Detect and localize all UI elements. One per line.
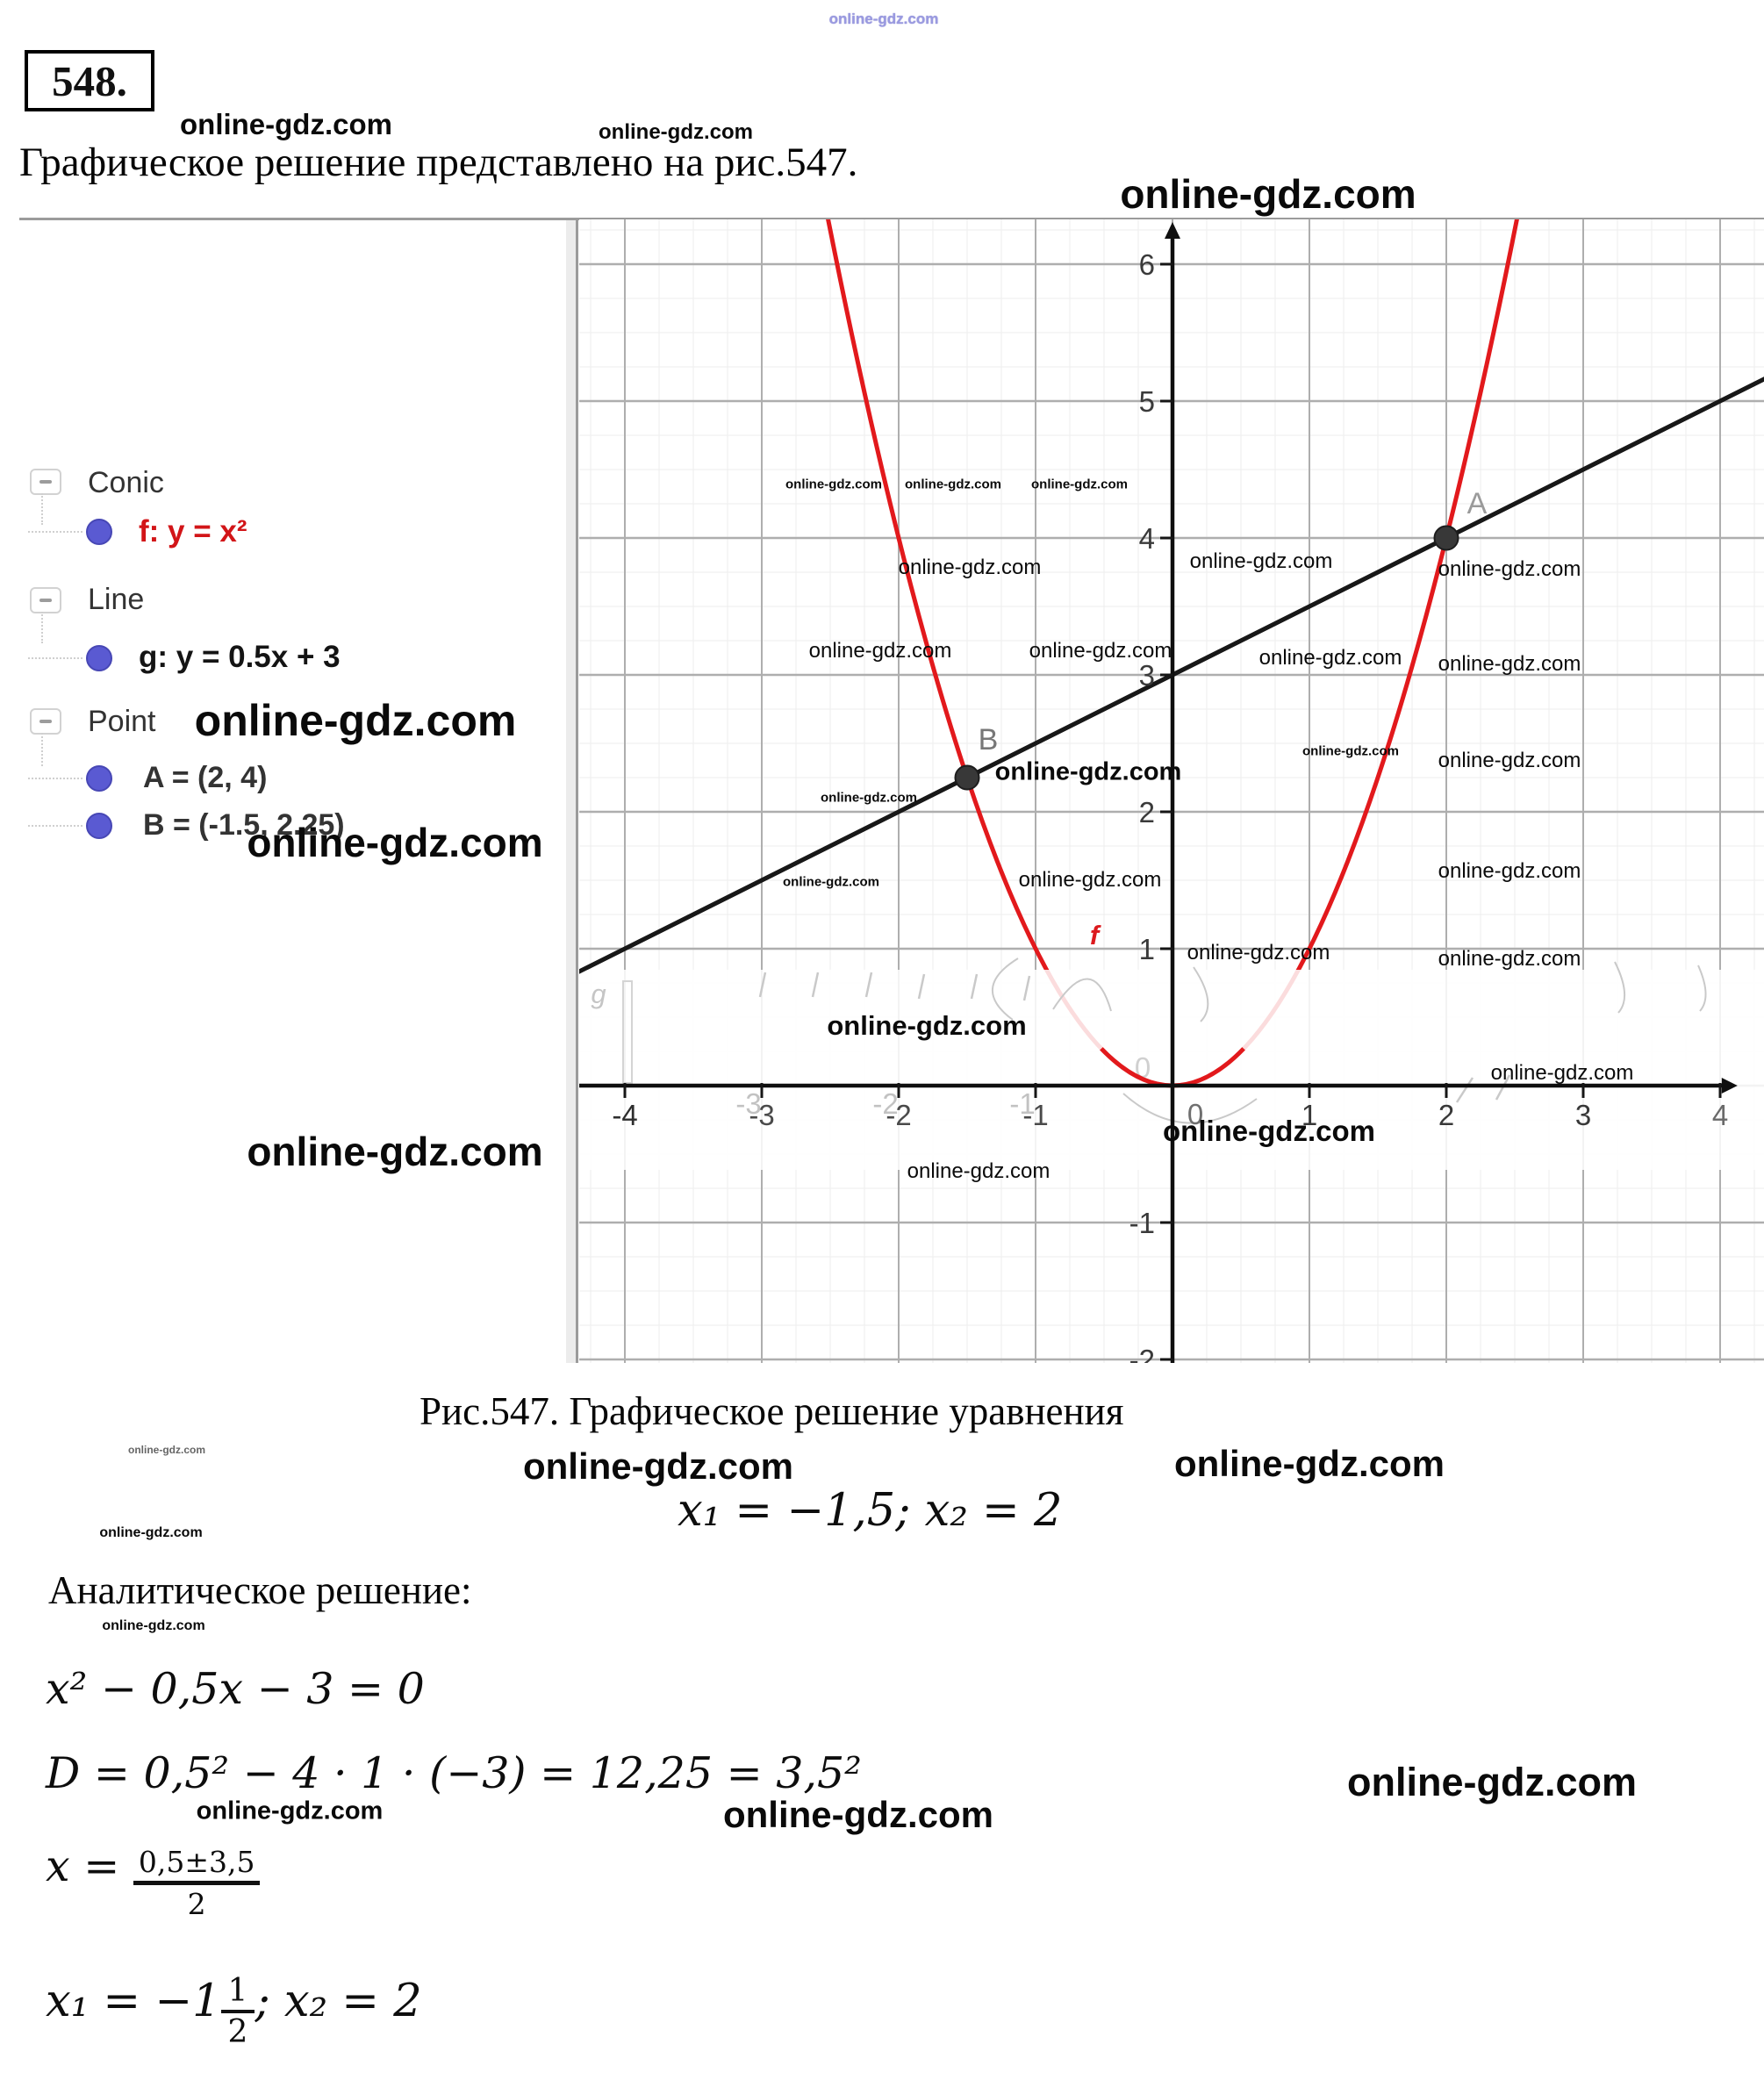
collapse-button-point[interactable] (30, 708, 61, 735)
window-top-border (19, 218, 1764, 220)
watermark: online-gdz.com (599, 120, 753, 144)
watermark: online-gdz.com (194, 696, 517, 745)
watermark: online-gdz.com (99, 1525, 203, 1540)
analytic-title: Аналитическое решение: (48, 1568, 472, 1612)
section-label-line: Line (88, 583, 145, 616)
svg-text:1: 1 (1139, 933, 1155, 965)
watermark: online-gdz.com (523, 1445, 793, 1487)
algebra-item-f[interactable]: f: y = x² (139, 514, 247, 549)
minus-icon (39, 599, 52, 602)
svg-text:-1: -1 (1009, 1087, 1035, 1120)
page-title: Графическое решение представлено на рис.… (19, 140, 858, 185)
visibility-bullet-g[interactable] (86, 645, 112, 671)
visibility-bullet-A[interactable] (86, 765, 112, 792)
algebra-item-A[interactable]: A = (2, 4) (143, 761, 268, 794)
tree-line (41, 493, 43, 525)
tree-line (28, 825, 82, 827)
figure-caption: Рис.547. Графическое решение уравнения (419, 1389, 1124, 1433)
watermark: online-gdz.com (1174, 1443, 1445, 1484)
watermark: online-gdz.com (723, 1794, 993, 1835)
fraction: 0,5±3,5 2 (133, 1845, 261, 1921)
svg-text:-3: -3 (735, 1087, 761, 1120)
equation-4: x₁ = −1 1 2 ; x₂ = 2 (46, 1973, 422, 2050)
equation-1: x² − 0,5x − 3 = 0 (46, 1664, 425, 1714)
svg-text:0: 0 (1187, 1098, 1203, 1130)
graph-left-border (576, 220, 578, 1363)
svg-text:2: 2 (1438, 1099, 1454, 1131)
watermark: online-gdz.com (828, 11, 939, 27)
svg-text:5: 5 (1139, 385, 1155, 418)
equation-4-pre: x₁ = −1 (46, 1976, 221, 2027)
svg-text:4: 4 (1139, 522, 1155, 555)
svg-text:6: 6 (1139, 248, 1155, 281)
equation-2: D = 0,5² − 4 · 1 · (−3) = 12,25 = 3,5² (46, 1748, 862, 1798)
watermark: online-gdz.com (247, 820, 543, 865)
problem-number-text: 548. (52, 56, 127, 105)
svg-text:3: 3 (1575, 1099, 1591, 1131)
equation-3: x = 0,5±3,5 2 (46, 1841, 261, 1921)
minus-icon (39, 720, 52, 723)
collapse-button-conic[interactable] (30, 469, 61, 495)
algebra-item-B[interactable]: B = (-1.5, 2.25) (143, 808, 345, 842)
fraction-denominator: 2 (227, 2014, 248, 2050)
svg-text:2: 2 (1139, 796, 1155, 828)
fraction-numerator: 1 (220, 1973, 255, 2013)
svg-text:-1: -1 (1022, 1099, 1048, 1131)
svg-text:B: B (979, 723, 999, 757)
svg-text:-3: -3 (749, 1099, 774, 1131)
panel-divider[interactable] (566, 220, 577, 1363)
svg-text:g: g (591, 979, 606, 1009)
watermark: online-gdz.com (102, 1618, 205, 1633)
fraction-numerator: 0,5±3,5 (133, 1845, 261, 1885)
tree-line (41, 612, 43, 643)
watermark: online-gdz.com (1347, 1760, 1637, 1804)
tree-line (41, 733, 43, 766)
watermark: online-gdz.com (247, 1129, 543, 1174)
tree-line (28, 778, 82, 779)
watermark: online-gdz.com (1120, 171, 1416, 217)
visibility-bullet-f[interactable] (86, 519, 112, 545)
svg-text:-2: -2 (872, 1087, 898, 1120)
watermark: online-gdz.com (196, 1797, 384, 1825)
watermark: online-gdz.com (180, 108, 392, 140)
fraction: 1 2 (220, 1973, 255, 2050)
graph-view[interactable]: g 0 -4 -3 -3 -2 -2 -1 -1 0 1 2 3 4 -2 -1 1 2 3 4 5 6 f A B (573, 188, 1764, 1376)
svg-text:-4: -4 (612, 1099, 637, 1131)
tree-line (28, 531, 82, 533)
tree-line (28, 657, 82, 659)
equation-4-post: ; x₂ = 2 (255, 1976, 422, 2027)
algebra-panel: Conic f: y = x² Line g: y = 0.5x + 3 Poi… (0, 219, 566, 1363)
collapse-button-line[interactable] (30, 587, 61, 613)
algebra-item-g[interactable]: g: y = 0.5x + 3 (139, 640, 341, 674)
watermark: online-gdz.com (128, 1444, 205, 1456)
svg-text:-2: -2 (1129, 1344, 1155, 1363)
svg-text:f: f (1090, 920, 1101, 950)
section-label-point: Point (88, 705, 156, 738)
svg-text:-2: -2 (886, 1099, 911, 1131)
roots-equation: x₁ = −1,5; x₂ = 2 (678, 1485, 1063, 1537)
section-label-conic: Conic (88, 466, 164, 499)
problem-number: 548. (25, 50, 154, 111)
visibility-bullet-B[interactable] (86, 813, 112, 839)
fraction-denominator: 2 (187, 1887, 206, 1921)
svg-text:-1: -1 (1129, 1207, 1155, 1239)
svg-text:3: 3 (1139, 659, 1155, 692)
equation-3-lhs: x = (46, 1841, 120, 1891)
svg-text:4: 4 (1712, 1099, 1728, 1131)
svg-text:A: A (1467, 487, 1488, 520)
svg-text:1: 1 (1301, 1099, 1317, 1131)
minus-icon (39, 480, 52, 484)
